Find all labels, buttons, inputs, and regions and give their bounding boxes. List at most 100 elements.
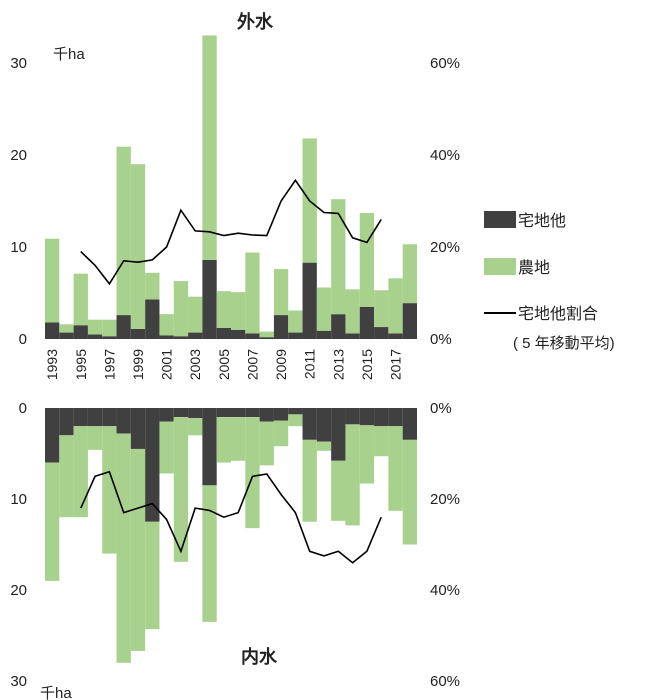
bottom-bar-farmland	[202, 485, 217, 622]
top-bar-residential	[216, 327, 231, 339]
bottom-bar-farmland	[374, 426, 389, 457]
bottom-bar-farmland	[302, 439, 317, 522]
top-bar-farmland	[145, 272, 160, 300]
bottom-bar-farmland	[159, 421, 174, 474]
bottom-bars	[45, 408, 417, 663]
x-tick-label: 2013	[330, 349, 346, 380]
bottom-bar-residential	[374, 408, 389, 427]
bottom-y-tick-label: 20	[10, 582, 27, 599]
top-bar-residential	[145, 299, 160, 339]
bottom-bar-residential	[202, 408, 217, 486]
bottom-bar-residential	[245, 408, 260, 418]
bottom-bar-residential	[316, 408, 332, 442]
top-bar-residential	[102, 336, 117, 339]
top-y-tick-label: 30	[10, 55, 27, 72]
bottom-bar-farmland	[359, 425, 375, 484]
top-bar-farmland	[202, 35, 217, 260]
top-bar-farmland	[102, 319, 117, 337]
x-tick-label: 1995	[73, 349, 89, 380]
top-bar-farmland	[345, 289, 360, 334]
top-bar-residential	[302, 262, 317, 339]
bottom-bar-farmland	[145, 521, 160, 630]
bottom-bar-farmland	[273, 420, 289, 447]
legend-swatch-farmland	[484, 258, 516, 275]
bottom-ratio-line-path	[80, 470, 382, 564]
top-bar-residential	[259, 337, 274, 339]
top-bar-residential	[345, 333, 360, 339]
legend-moving-average-note: ( 5 年移動平均)	[513, 335, 615, 352]
top-y2-tick-label: 20%	[430, 239, 460, 256]
bottom-y-tick-label: 30	[10, 673, 27, 690]
x-tick-label: 2011	[302, 349, 318, 379]
bottom-bar-residential	[73, 408, 88, 427]
bottom-bar-residential	[359, 408, 375, 426]
top-bar-farmland	[245, 252, 260, 334]
bottom-bar-farmland	[259, 421, 274, 466]
top-bar-residential	[316, 330, 332, 339]
top-y2-tick-label: 40%	[430, 147, 460, 164]
bottom-bar-residential	[288, 408, 303, 415]
top-bar-farmland	[45, 238, 60, 323]
top-ratio-line	[80, 178, 382, 286]
bottom-y2-tick-label: 40%	[430, 582, 460, 599]
top-bar-farmland	[288, 310, 303, 333]
top-bar-farmland	[59, 324, 74, 333]
bottom-bar-residential	[59, 408, 74, 436]
bottom-y2-tick-label: 60%	[430, 673, 460, 690]
top-y-tick-label: 0	[19, 331, 27, 348]
top-right-axis: 0% 20% 40% 60%	[430, 55, 460, 348]
top-bar-farmland	[231, 292, 246, 330]
bottom-bar-farmland	[331, 460, 346, 521]
inner-water-panel: 0 10 20 30 0% 20% 40% 60% 内水 千ha	[10, 400, 460, 700]
top-bar-farmland	[402, 244, 417, 304]
top-y2-tick-label: 60%	[430, 55, 460, 72]
top-bar-residential	[188, 332, 203, 339]
bottom-bar-farmland	[130, 448, 146, 651]
top-bar-residential	[331, 314, 346, 339]
bottom-y-tick-label: 0	[19, 400, 27, 417]
bottom-right-axis: 0% 20% 40% 60%	[430, 400, 460, 690]
x-tick-label: 2003	[187, 349, 203, 380]
top-bar-residential	[130, 328, 146, 339]
x-tick-label: 2009	[273, 349, 289, 380]
top-bar-farmland	[359, 212, 375, 307]
top-bar-residential	[231, 329, 246, 339]
bottom-bar-farmland	[188, 418, 203, 436]
top-bar-farmland	[73, 273, 88, 326]
bottom-bar-residential	[402, 408, 417, 440]
bottom-y2-tick-label: 20%	[430, 491, 460, 508]
bottom-left-axis: 0 10 20 30	[10, 400, 27, 690]
top-bar-farmland	[188, 296, 203, 333]
bottom-unit-label: 千ha	[40, 685, 72, 700]
bottom-bar-farmland	[388, 426, 403, 511]
bottom-bar-farmland	[116, 433, 131, 663]
top-bar-residential	[159, 335, 174, 339]
bottom-chart-title: 内水	[241, 646, 278, 667]
top-bar-residential	[59, 332, 74, 339]
bottom-bar-residential	[231, 408, 246, 418]
bottom-y-tick-label: 10	[10, 491, 27, 508]
top-bar-residential	[87, 334, 103, 339]
bottom-bar-farmland	[173, 417, 189, 562]
bottom-ratio-line	[80, 470, 382, 564]
bottom-bar-residential	[87, 408, 103, 427]
top-bar-farmland	[130, 164, 146, 329]
bottom-bar-residential	[188, 408, 203, 419]
top-bar-residential	[388, 333, 403, 339]
bottom-bar-farmland	[102, 426, 117, 554]
bottom-bar-farmland	[245, 417, 260, 529]
top-unit-label: 千ha	[53, 46, 85, 63]
bottom-bar-residential	[159, 408, 174, 422]
legend-label-residential: 宅地他	[518, 212, 566, 230]
legend: 宅地他 農地 宅地他割合 ( 5 年移動平均)	[484, 211, 615, 352]
top-bar-farmland	[116, 146, 131, 316]
top-bar-residential	[245, 333, 260, 339]
top-bar-farmland	[331, 199, 346, 315]
bottom-bar-farmland	[45, 462, 60, 581]
bottom-bar-residential	[116, 408, 131, 434]
bottom-bar-residential	[130, 408, 146, 449]
x-tick-label: 1997	[101, 349, 117, 380]
top-bar-farmland	[216, 291, 231, 328]
